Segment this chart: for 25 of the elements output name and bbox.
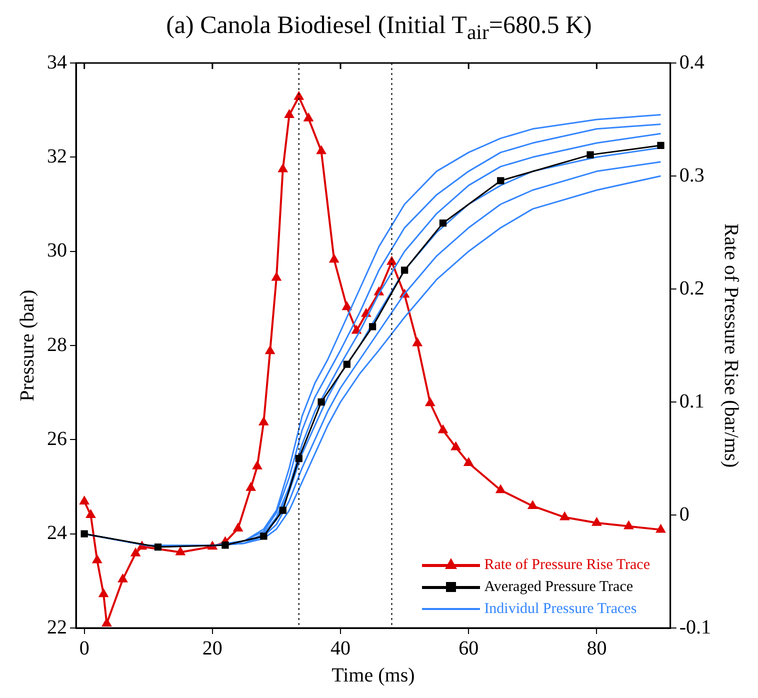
y2-tick-label: 0.4 bbox=[679, 51, 704, 74]
x-tick-label: 80 bbox=[586, 637, 607, 660]
y-tick-label: 26 bbox=[47, 428, 67, 450]
x-tick-label: 60 bbox=[458, 637, 479, 660]
y2-tick-label: 0.1 bbox=[679, 390, 704, 412]
x-tick-label: 20 bbox=[202, 637, 222, 660]
y2-tick-label: 0.3 bbox=[679, 164, 704, 186]
y2-tick-label: 0 bbox=[679, 503, 690, 526]
y2-tick-label: -0.1 bbox=[679, 616, 712, 638]
y-tick-label: 28 bbox=[47, 334, 67, 356]
chart-title: (a) Canola Biodiesel (Initial T$_{air}$=680.5 K) bbox=[165, 11, 593, 46]
y2-axis-title: Rate of Pressure Rise (bar/ms) bbox=[720, 223, 742, 468]
y-tick-label: 24 bbox=[47, 522, 67, 544]
x-axis-title: Time (ms) bbox=[332, 664, 415, 686]
x-tick-label: 0 bbox=[79, 637, 90, 660]
y-tick-label: 30 bbox=[47, 240, 67, 262]
legend-label: Averaged Pressure Trace bbox=[484, 578, 634, 597]
x-tick-label: 40 bbox=[330, 637, 351, 660]
y-tick-label: 34 bbox=[47, 51, 67, 74]
legend-label: Rate of Pressure Rise Trace bbox=[484, 556, 650, 575]
y-axis-title: Pressure (bar) bbox=[16, 290, 38, 402]
y-tick-label: 32 bbox=[47, 145, 67, 168]
legend-label: Individul Pressure Traces bbox=[484, 600, 637, 619]
y2-tick-label: 0.2 bbox=[679, 277, 704, 300]
y-tick-label: 22 bbox=[47, 616, 67, 638]
